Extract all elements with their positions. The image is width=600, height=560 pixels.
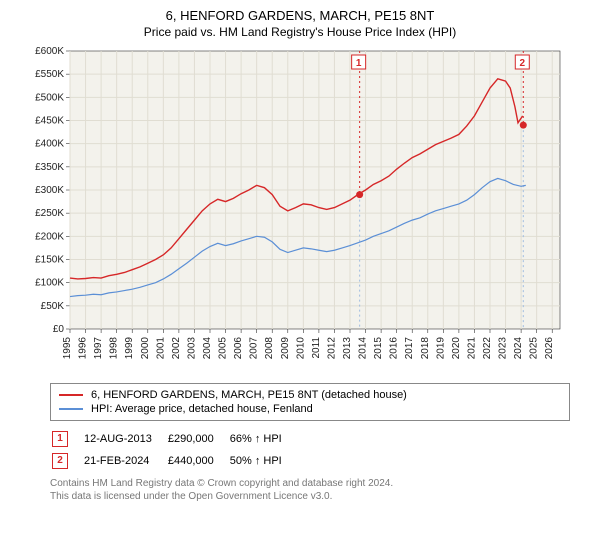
svg-text:£100K: £100K [35, 278, 64, 289]
chart-subtitle: Price paid vs. HM Land Registry's House … [0, 23, 600, 45]
legend-swatch [59, 408, 83, 410]
event-pct: 50% ↑ HPI [230, 451, 296, 471]
price-chart: £0 £50K £100K £150K £200K £250K £300K £350K £400… [20, 45, 580, 375]
legend-item: HPI: Average price, detached house, Fenl… [59, 402, 561, 416]
svg-text:£600K: £600K [35, 46, 64, 57]
svg-text:2: 2 [520, 58, 526, 69]
svg-text:£50K: £50K [41, 301, 65, 312]
svg-text:£550K: £550K [35, 69, 64, 80]
svg-text:2021: 2021 [466, 337, 477, 360]
svg-text:2023: 2023 [498, 337, 509, 360]
svg-text:2001: 2001 [155, 337, 166, 360]
events-table: 1 12-AUG-2013 £290,000 66% ↑ HPI 2 21-FE… [50, 427, 298, 473]
svg-text:2025: 2025 [529, 337, 540, 360]
event-pct: 66% ↑ HPI [230, 429, 296, 449]
svg-text:2018: 2018 [420, 337, 431, 360]
svg-text:2015: 2015 [373, 337, 384, 360]
svg-text:2004: 2004 [202, 337, 213, 360]
event-price: £290,000 [168, 429, 228, 449]
svg-text:2006: 2006 [233, 337, 244, 360]
legend-box: 6, HENFORD GARDENS, MARCH, PE15 8NT (det… [50, 383, 570, 421]
chart-title: 6, HENFORD GARDENS, MARCH, PE15 8NT [0, 0, 600, 23]
svg-text:2009: 2009 [280, 337, 291, 360]
chart-container: 6, HENFORD GARDENS, MARCH, PE15 8NT Pric… [0, 0, 600, 503]
svg-text:2011: 2011 [311, 337, 322, 359]
legend-label: HPI: Average price, detached house, Fenl… [91, 403, 313, 415]
svg-text:£300K: £300K [35, 185, 64, 196]
svg-text:1998: 1998 [109, 337, 120, 360]
svg-text:1995: 1995 [62, 337, 73, 360]
event-price: £440,000 [168, 451, 228, 471]
svg-text:2017: 2017 [404, 337, 415, 360]
event-badge: 1 [52, 431, 68, 447]
svg-text:£200K: £200K [35, 231, 64, 242]
svg-text:2002: 2002 [171, 337, 182, 360]
svg-text:£450K: £450K [35, 116, 64, 127]
svg-text:2005: 2005 [218, 337, 229, 360]
svg-text:2013: 2013 [342, 337, 353, 360]
event-date: 21-FEB-2024 [84, 451, 166, 471]
svg-text:1: 1 [356, 58, 362, 69]
svg-text:2012: 2012 [326, 337, 337, 360]
table-row: 2 21-FEB-2024 £440,000 50% ↑ HPI [52, 451, 296, 471]
svg-text:2007: 2007 [249, 337, 260, 360]
svg-text:2003: 2003 [186, 337, 197, 360]
svg-text:2008: 2008 [264, 337, 275, 360]
table-row: 1 12-AUG-2013 £290,000 66% ↑ HPI [52, 429, 296, 449]
svg-text:£150K: £150K [35, 255, 64, 266]
svg-text:2016: 2016 [389, 337, 400, 360]
footer-attribution: Contains HM Land Registry data © Crown c… [50, 477, 570, 503]
svg-text:2024: 2024 [513, 337, 524, 360]
svg-text:£350K: £350K [35, 162, 64, 173]
event-date: 12-AUG-2013 [84, 429, 166, 449]
svg-text:1996: 1996 [78, 337, 89, 360]
legend-swatch [59, 394, 83, 396]
footer-line: Contains HM Land Registry data © Crown c… [50, 477, 570, 490]
svg-text:2019: 2019 [435, 337, 446, 360]
svg-text:£0: £0 [53, 324, 65, 335]
svg-text:2010: 2010 [295, 337, 306, 360]
svg-text:2014: 2014 [358, 337, 369, 360]
svg-text:1999: 1999 [124, 337, 135, 360]
legend-label: 6, HENFORD GARDENS, MARCH, PE15 8NT (det… [91, 389, 407, 401]
svg-text:1997: 1997 [93, 337, 104, 360]
svg-text:£250K: £250K [35, 208, 64, 219]
legend-item: 6, HENFORD GARDENS, MARCH, PE15 8NT (det… [59, 388, 561, 402]
footer-line: This data is licensed under the Open Gov… [50, 490, 570, 503]
svg-text:£500K: £500K [35, 92, 64, 103]
svg-text:2000: 2000 [140, 337, 151, 360]
svg-text:£400K: £400K [35, 139, 64, 150]
svg-text:2026: 2026 [544, 337, 555, 360]
event-badge: 2 [52, 453, 68, 469]
svg-text:2022: 2022 [482, 337, 493, 360]
svg-text:2020: 2020 [451, 337, 462, 360]
